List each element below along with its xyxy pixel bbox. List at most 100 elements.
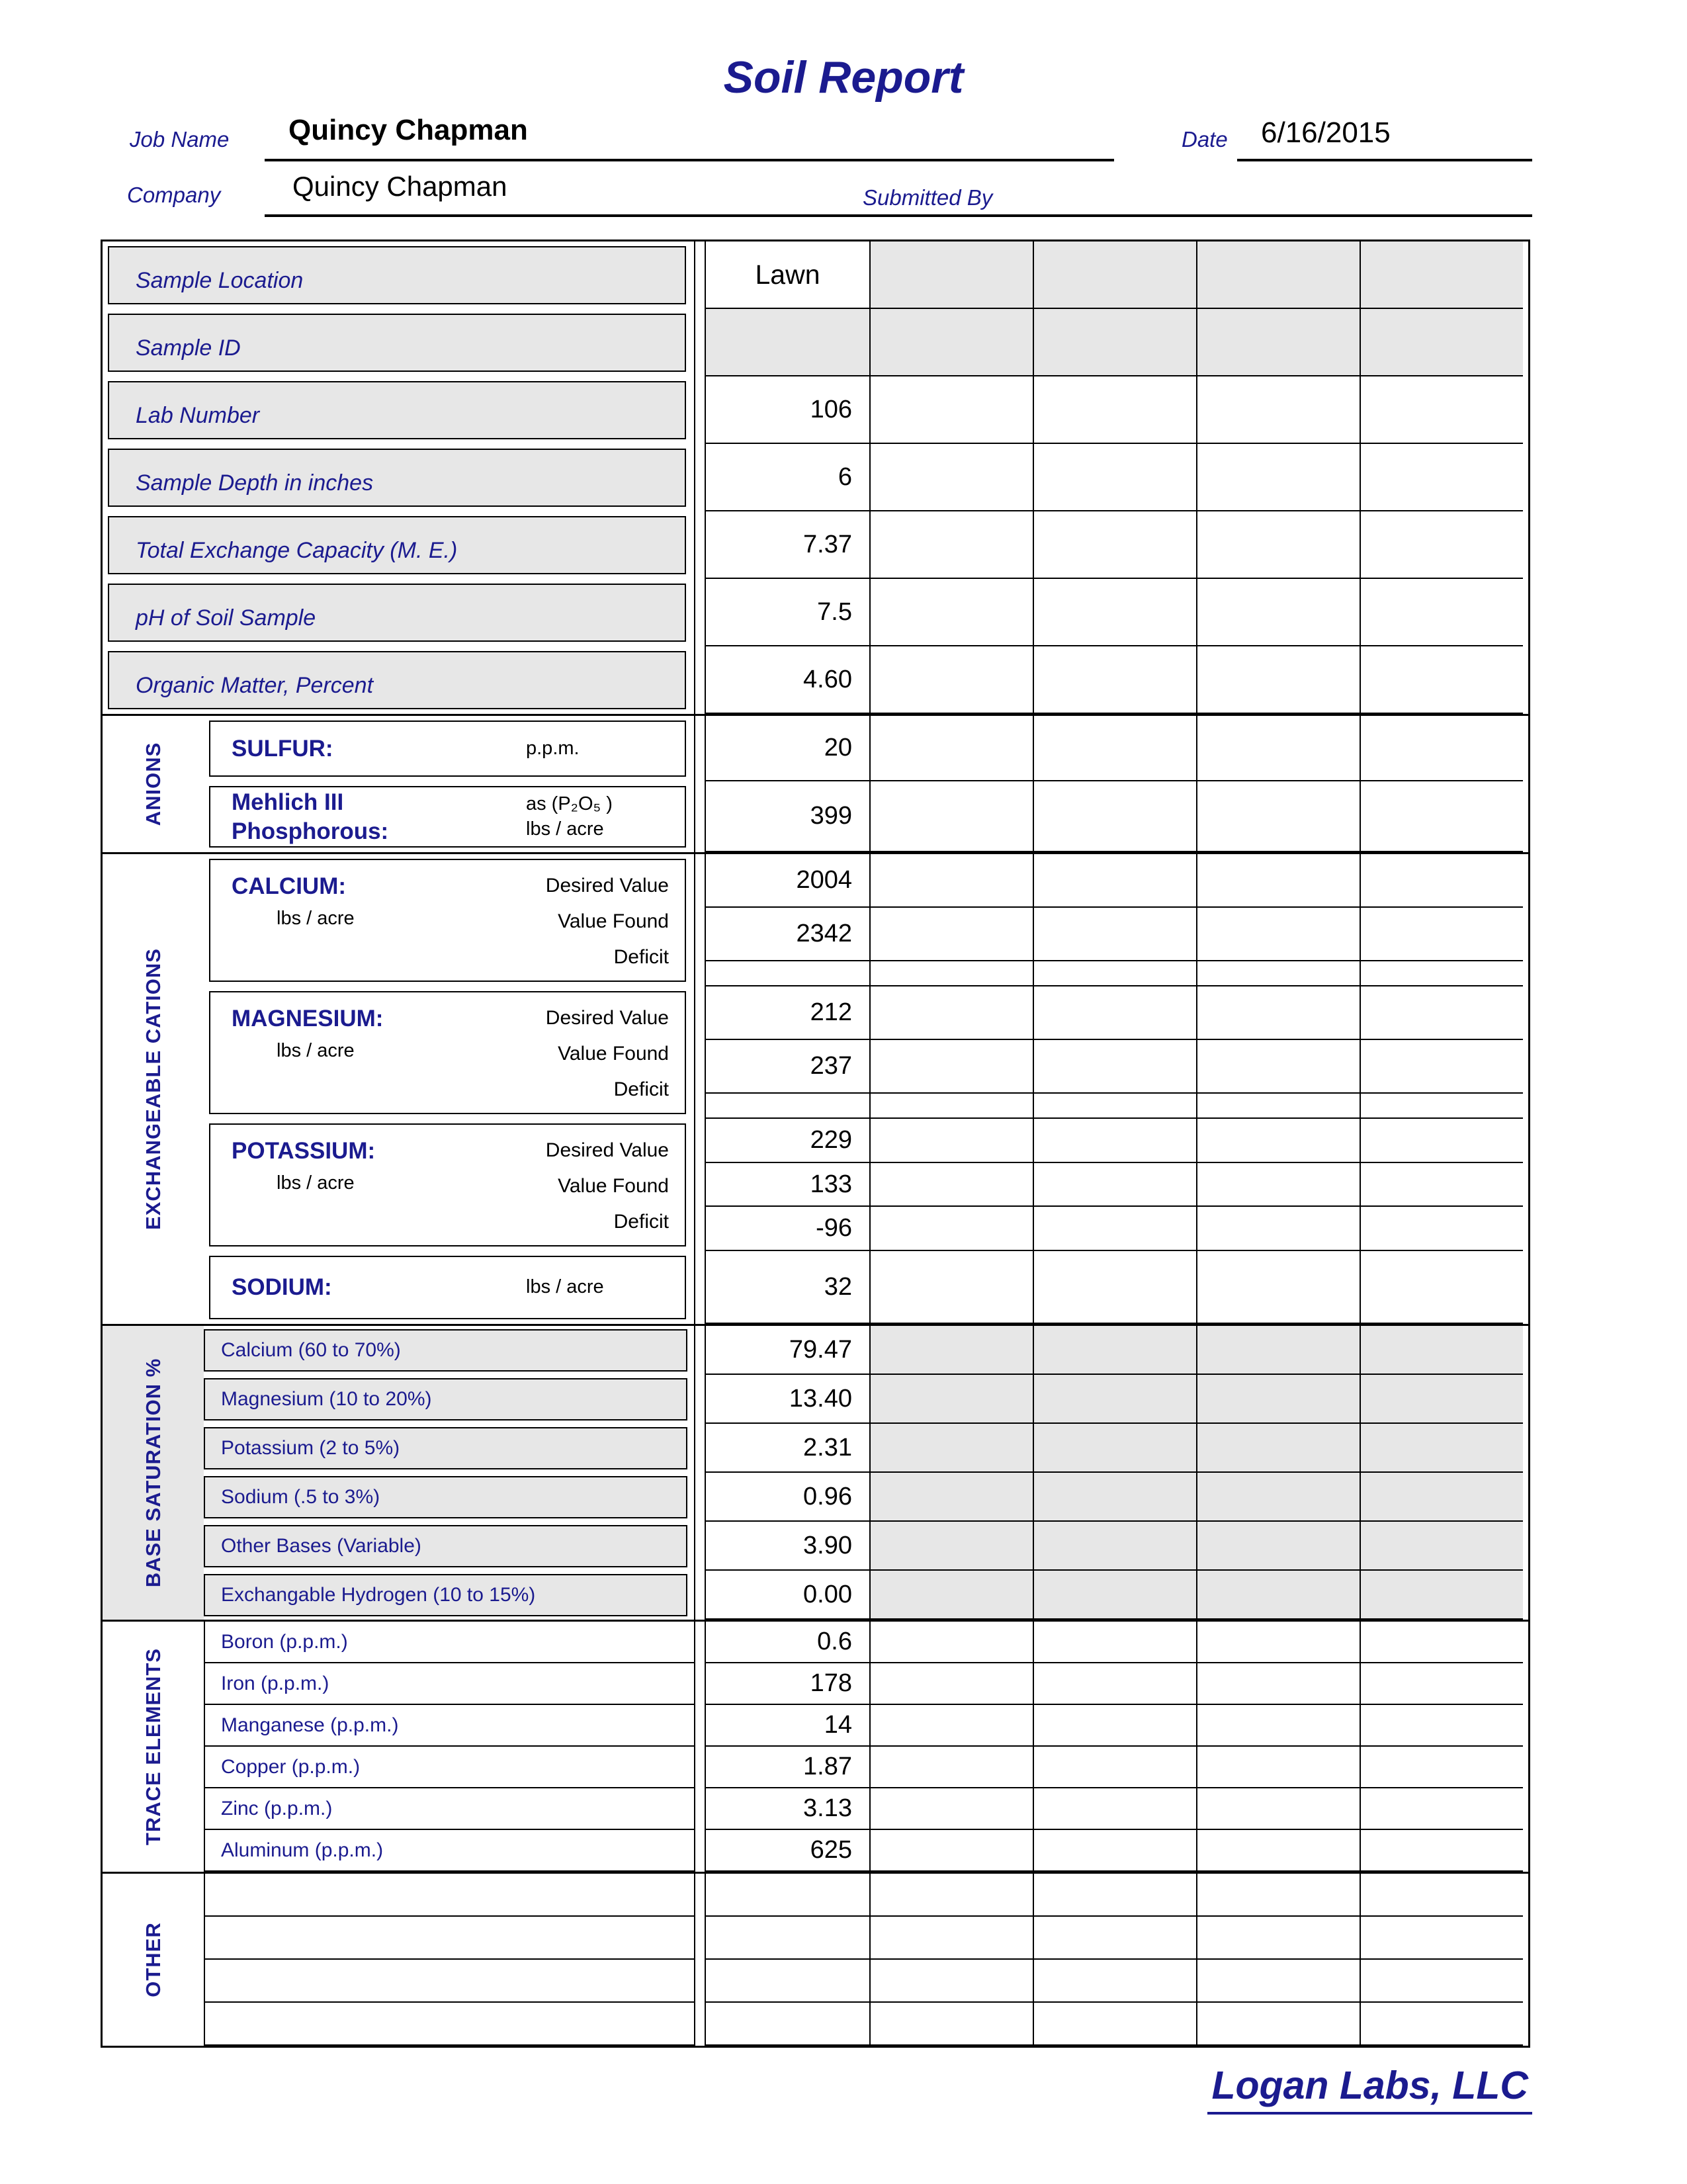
empty-cell (1360, 716, 1523, 781)
column-gap (694, 1119, 706, 1251)
empty-cell (1360, 2003, 1523, 2046)
row-sample-location: Sample Location Lawn (103, 241, 1528, 309)
empty-cell (1360, 579, 1523, 646)
value-cell: 0.96 (706, 1473, 869, 1522)
row-sulfur: SULFUR: p.p.m. 20 (204, 716, 1528, 781)
lab-name-footer: Logan Labs, LLC (1207, 2063, 1532, 2115)
empty-cell (869, 1119, 1033, 1163)
row-label-empty (204, 2003, 694, 2046)
empty-cell (1196, 1251, 1360, 1324)
empty-cell (1196, 376, 1360, 444)
row-label: Potassium (2 to 5%) (204, 1427, 687, 1469)
value-cell (706, 1094, 869, 1119)
empty-cell (1033, 444, 1196, 511)
row-label: Sample ID (108, 314, 686, 372)
row-label-empty (204, 1960, 694, 2003)
row-other-1 (204, 1874, 1528, 1917)
value-cell: 229 (706, 1119, 869, 1163)
row-label: pH of Soil Sample (108, 584, 686, 642)
empty-cell (1033, 1251, 1196, 1324)
value-cell: 237 (706, 1040, 869, 1094)
nutrient-unit: lbs / acre (526, 1276, 604, 1298)
column-gap (694, 1424, 706, 1473)
row-other-4 (204, 2003, 1528, 2046)
row-label: Aluminum (p.p.m.) (204, 1830, 694, 1872)
value-cell: 2342 (706, 908, 869, 961)
section-trace-elements: TRACE ELEMENTS Boron (p.p.m.) 0.6 Iron ( (103, 1620, 1528, 1872)
empty-cell (1033, 986, 1196, 1040)
empty-cell (1360, 1424, 1523, 1473)
empty-cell (869, 511, 1033, 579)
empty-cell (1196, 1874, 1360, 1917)
empty-cell (1033, 1830, 1196, 1872)
empty-cell (1033, 781, 1196, 852)
empty-cell (869, 1874, 1033, 1917)
value-cell (706, 961, 869, 986)
empty-cell (1033, 1326, 1196, 1375)
empty-cell (1196, 646, 1360, 714)
row-base-exchangable-hydrogen: Exchangable Hydrogen (10 to 15%) 0.00 (204, 1571, 1528, 1620)
row-label: Calcium (60 to 70%) (204, 1329, 687, 1372)
empty-cell (869, 1040, 1033, 1094)
row-sample-id: Sample ID (103, 309, 1528, 376)
date-value: 6/16/2015 (1261, 116, 1391, 149)
empty-cell (1360, 961, 1523, 986)
empty-cell (1033, 1571, 1196, 1620)
value-cell: 2004 (706, 854, 869, 908)
nutrient-name: SODIUM: (232, 1274, 332, 1301)
empty-cell (1196, 1622, 1360, 1663)
row-phosphorous: Mehlich III Phosphorous: as (P₂O₅ ) lbs … (204, 781, 1528, 852)
job-name-underline (265, 159, 1114, 161)
empty-cell (1196, 908, 1360, 961)
empty-cell (1033, 1040, 1196, 1094)
row-lab-number: Lab Number 106 (103, 376, 1528, 444)
empty-cell (1033, 2003, 1196, 2046)
desired-value-label: Desired Value (545, 875, 669, 896)
empty-cell (869, 781, 1033, 852)
soil-report-table: Sample Location Lawn Sample ID (101, 240, 1530, 2048)
empty-cell (1033, 716, 1196, 781)
value-cell: 20 (706, 716, 869, 781)
column-gap (694, 1788, 706, 1830)
column-gap (694, 511, 706, 579)
empty-cell (1033, 1375, 1196, 1424)
empty-cell (869, 1424, 1033, 1473)
empty-cell (1360, 1207, 1523, 1252)
company-value: Quincy Chapman (292, 171, 507, 202)
empty-cell (1196, 781, 1360, 852)
column-gap (694, 854, 706, 986)
empty-cell (869, 1622, 1033, 1663)
row-sample-depth: Sample Depth in inches 6 (103, 444, 1528, 511)
row-calcium: CALCIUM: lbs / acre Desired Value Value … (204, 854, 1528, 986)
empty-cell (1196, 1571, 1360, 1620)
nutrient-name: Mehlich III Phosphorous: (232, 789, 389, 844)
submitted-by-label: Submitted By (863, 185, 993, 210)
value-cell: 13.40 (706, 1375, 869, 1424)
row-base-calcium: Calcium (60 to 70%) 79.47 (204, 1326, 1528, 1375)
nutrient-unit: lbs / acre (277, 1172, 355, 1194)
empty-cell (1033, 1473, 1196, 1522)
row-label: Iron (p.p.m.) (204, 1663, 694, 1705)
empty-cell (1196, 1326, 1360, 1375)
value-cell: 106 (706, 376, 869, 444)
empty-cell (869, 1522, 1033, 1571)
section-base-saturation: BASE SATURATION % Calcium (60 to 70%) 79… (103, 1324, 1528, 1620)
section-sample-info: Sample Location Lawn Sample ID (103, 241, 1528, 714)
anions-section-label: ANIONS (141, 742, 165, 826)
row-label: Lab Number (108, 381, 686, 439)
value-cell: 178 (706, 1663, 869, 1705)
deficit-label: Deficit (613, 1211, 669, 1233)
column-gap (694, 1917, 706, 1960)
empty-cell (1360, 376, 1523, 444)
empty-cell (1196, 1705, 1360, 1747)
empty-cell (706, 2003, 869, 2046)
anions-strip: ANIONS (103, 716, 204, 852)
row-label: Magnesium (10 to 20%) (204, 1378, 687, 1420)
empty-cell (1033, 579, 1196, 646)
other-section-label: OTHER (141, 1922, 165, 1997)
section-exchangeable-cations: EXCHANGEABLE CATIONS CALCIUM: lbs / acre… (103, 852, 1528, 1324)
empty-cell (1196, 1663, 1360, 1705)
empty-cell (869, 961, 1033, 986)
row-label: Organic Matter, Percent (108, 651, 686, 709)
